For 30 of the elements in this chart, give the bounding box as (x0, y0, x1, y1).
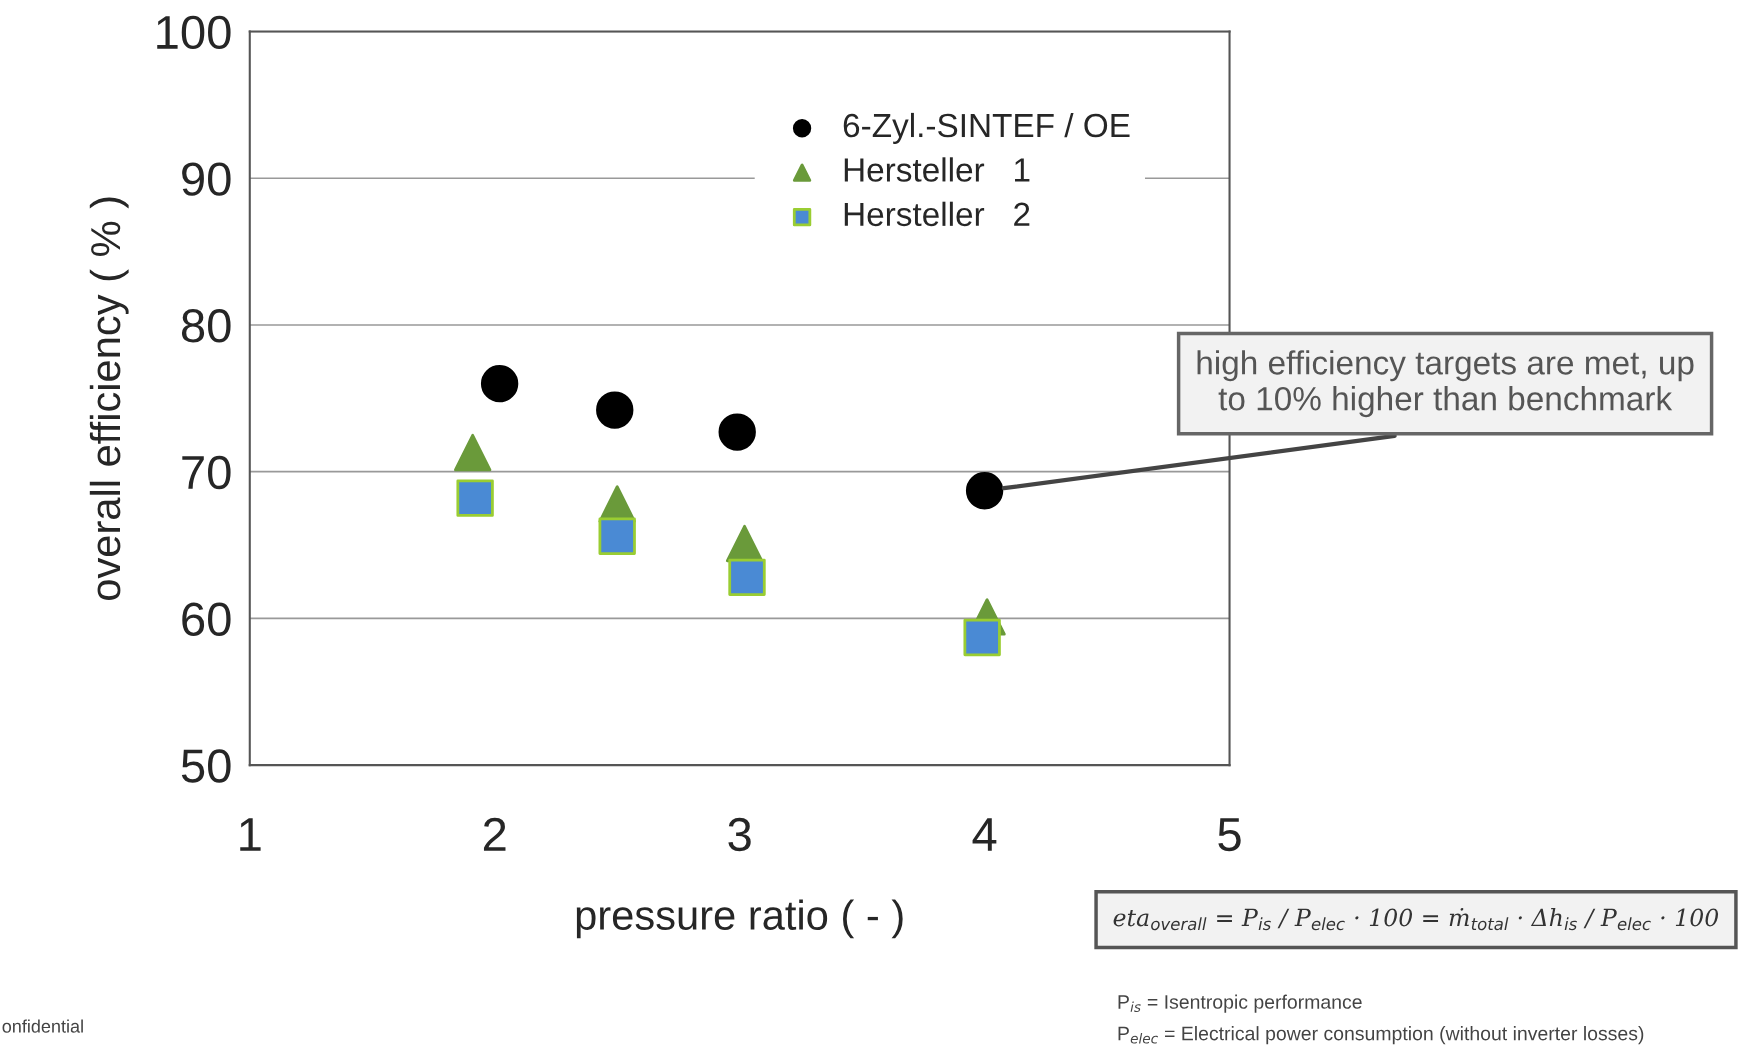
text: P$_{is}$ = Isentropic performance (1118, 994, 1362, 1013)
point (596, 391, 634, 429)
text: onfidential (2, 1019, 83, 1033)
y-tick-label: 70 (182, 455, 231, 490)
point (480, 364, 519, 403)
x-tick-label: 1 (240, 818, 261, 851)
x-tick-label: 4 (972, 818, 997, 851)
x-axis-title: pressure ratio ( - ) (576, 899, 903, 939)
point (963, 618, 1001, 657)
point (598, 517, 636, 555)
y-axis-title: overall efficiency ( % ) (89, 197, 129, 600)
point (728, 558, 766, 597)
x-tick-label: 2 (483, 817, 506, 851)
point (453, 433, 492, 472)
y-tick-label: 50 (181, 749, 231, 783)
legend-label: 6-Zyl.-SINTEF / OE (843, 112, 1130, 144)
annotation: high efficiency targets are met, up to 10% higher than benchmark (1197, 350, 1694, 418)
legend-label: Hersteller 1 (844, 157, 1030, 182)
text: P$_{elec}$ = Electrical power consumption (without inverter losses) (1118, 1026, 1644, 1045)
y-tick-label: 90 (182, 162, 231, 196)
point (965, 472, 1004, 510)
legend-label: Hersteller 2 (844, 201, 1030, 227)
point (456, 479, 494, 517)
y-tick-label: 60 (182, 602, 231, 636)
y-tick-label: 100 (157, 15, 231, 50)
x-tick-label: 5 (1218, 818, 1241, 852)
text: eta$_{overall}$ = P$_{is}$ / P$_{elec}$ · 100 = ṁ$_{total}$ · Δh$_{is}$ / P$_{elec}$ · 100 (1113, 907, 1719, 931)
y-tick-label: 80 (181, 309, 231, 343)
point (718, 413, 756, 451)
x-tick-label: 3 (728, 817, 751, 852)
